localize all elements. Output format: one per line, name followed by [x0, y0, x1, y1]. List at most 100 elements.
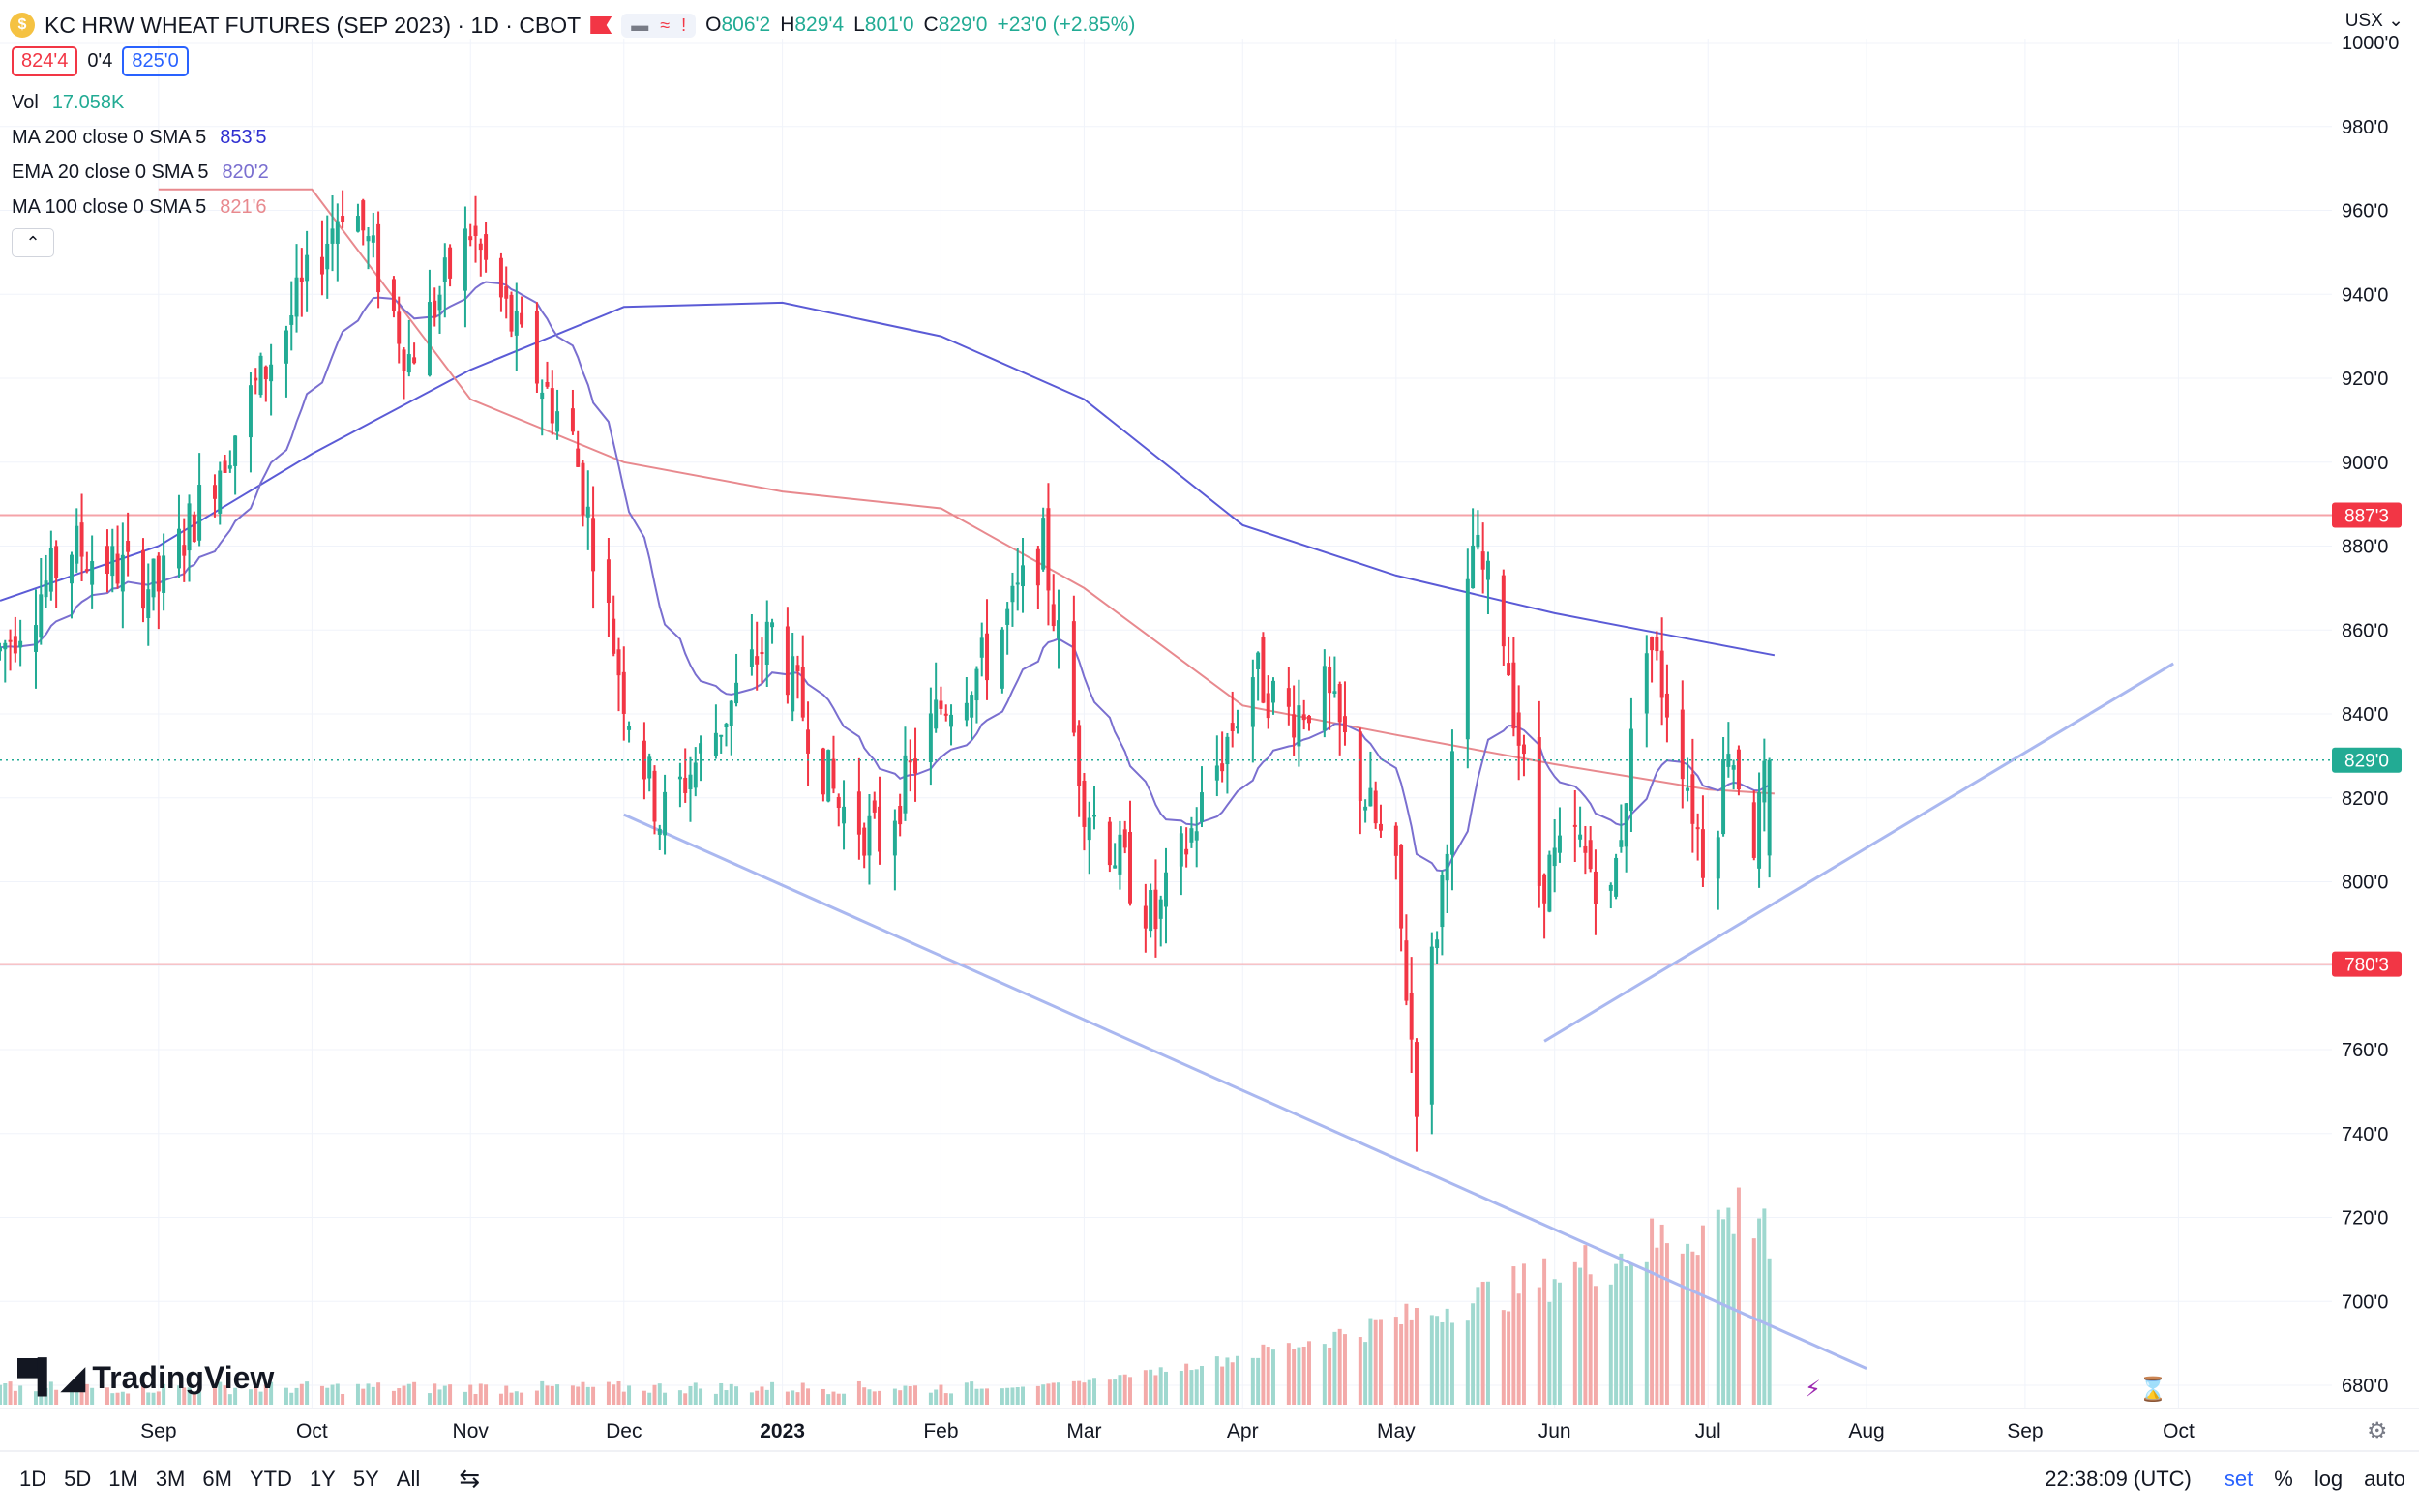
candle-body [197, 485, 202, 541]
candle-body [468, 236, 473, 241]
candle-body [878, 806, 882, 852]
volume-bar [1363, 1342, 1368, 1405]
status-pills[interactable]: ▬ ≈ ! [621, 13, 697, 38]
candle-body [1480, 551, 1485, 570]
candle-body [908, 760, 912, 763]
y-tick-label: 960'0 [2342, 201, 2388, 222]
alert-icon: ! [681, 15, 687, 35]
volume-bar [79, 1384, 84, 1405]
candle-body [1021, 565, 1025, 587]
volume-bar [1194, 1369, 1199, 1405]
sell-price-box[interactable]: 824'4 [12, 46, 78, 76]
percent-toggle[interactable]: % [2274, 1466, 2293, 1491]
candle-body [218, 470, 223, 514]
volume-bar [795, 1392, 800, 1405]
volume-bar [1368, 1318, 1373, 1405]
candle-body [1686, 787, 1690, 791]
candle-body [1179, 833, 1183, 867]
legend-ma200[interactable]: MA 200 close 0 SMA 5 853'5 [12, 127, 267, 148]
tf-1d[interactable]: 1D [19, 1466, 47, 1491]
buy-price-box[interactable]: 825'0 [122, 46, 189, 76]
volume-bar [693, 1382, 698, 1405]
y-tick-label: 700'0 [2342, 1291, 2388, 1313]
candle-body [1041, 518, 1046, 570]
candle-body [647, 756, 652, 779]
currency-unit[interactable]: USX ⌄ [2344, 11, 2404, 31]
volume-bar [361, 1388, 366, 1405]
candle-body [836, 796, 841, 808]
candle-body [1429, 946, 1434, 1105]
volume-bar [355, 1383, 360, 1405]
candle-body [1404, 940, 1409, 1001]
volume-bar [616, 1381, 621, 1405]
y-tick-label: 720'0 [2342, 1208, 2388, 1230]
candle-body [146, 589, 151, 619]
collapse-legend-button[interactable]: ⌃ [12, 228, 54, 257]
candle-body [898, 806, 903, 825]
candle-body [1767, 759, 1772, 856]
volume-bar [1399, 1323, 1404, 1405]
candle-body [1087, 817, 1091, 841]
candle-body [764, 621, 769, 665]
candle-body [892, 820, 897, 856]
level-label-box [2332, 502, 2402, 528]
tf-5d[interactable]: 5D [64, 1466, 92, 1491]
volume-bar [627, 1385, 632, 1405]
y-tick-label: 940'0 [2342, 284, 2388, 306]
volume-bar [1337, 1328, 1342, 1405]
tf-ytd[interactable]: YTD [249, 1466, 292, 1491]
lightning-icon[interactable]: ⚡ [1805, 1377, 1821, 1403]
candle-body [1194, 831, 1199, 841]
candle-body [325, 243, 330, 270]
volume-bar [1057, 1382, 1060, 1405]
candle-body [800, 667, 805, 718]
candle-body [1393, 825, 1398, 856]
candle-body [1465, 578, 1470, 740]
x-tick-label: Aug [1848, 1420, 1884, 1442]
volume-bar [842, 1393, 847, 1405]
tf-6m[interactable]: 6M [202, 1466, 232, 1491]
candle-body [1583, 845, 1588, 853]
volume-bar [939, 1384, 943, 1405]
tf-all[interactable]: All [396, 1466, 421, 1491]
candle-body [657, 828, 662, 835]
candle-body [433, 300, 437, 318]
candle-body [1230, 723, 1235, 732]
candle-body [652, 770, 657, 822]
candle-body [1236, 726, 1239, 729]
volume-bar [335, 1383, 340, 1405]
candle-body [70, 554, 74, 584]
tf-1m[interactable]: 1M [108, 1466, 138, 1491]
x-tick-label: Nov [453, 1420, 490, 1442]
candle-body [974, 668, 979, 701]
session-toggle[interactable]: set [2224, 1466, 2254, 1491]
candle-body [770, 622, 775, 628]
candle-body [212, 485, 217, 499]
tf-1y[interactable]: 1Y [309, 1466, 336, 1491]
trend-line [623, 813, 1867, 1371]
tf-3m[interactable]: 3M [155, 1466, 186, 1491]
symbol-title[interactable]: KC HRW WHEAT FUTURES (SEP 2023) · 1D · C… [45, 12, 582, 38]
legend-ma100[interactable]: MA 100 close 0 SMA 5 821'6 [12, 196, 267, 218]
auto-toggle[interactable]: auto [2364, 1466, 2405, 1491]
timer-icon[interactable]: ⌛ [2138, 1377, 2167, 1403]
settings-gear-icon[interactable]: ⚙ [2367, 1418, 2388, 1444]
candle-body [970, 695, 974, 718]
volume-bar [908, 1386, 912, 1405]
log-toggle[interactable]: log [2314, 1466, 2344, 1491]
volume-bar [105, 1387, 109, 1405]
volume-bar [1593, 1286, 1598, 1405]
candle-body [498, 257, 503, 298]
flag-icon[interactable] [590, 16, 612, 34]
volume-bar [1624, 1266, 1628, 1405]
tf-5y[interactable]: 5Y [352, 1466, 379, 1491]
clock-time[interactable]: 22:38:09 (UTC) [2045, 1466, 2192, 1491]
legend-volume[interactable]: Vol 17.058K [12, 92, 125, 113]
date-range-icon[interactable]: ⇆ [459, 1464, 481, 1493]
legend-ema20[interactable]: EMA 20 close 0 SMA 5 820'2 [12, 162, 269, 183]
volume-bar [1537, 1287, 1541, 1405]
candle-body [39, 594, 44, 638]
volume-bar [1650, 1218, 1655, 1405]
y-tick-label: 800'0 [2342, 873, 2388, 894]
